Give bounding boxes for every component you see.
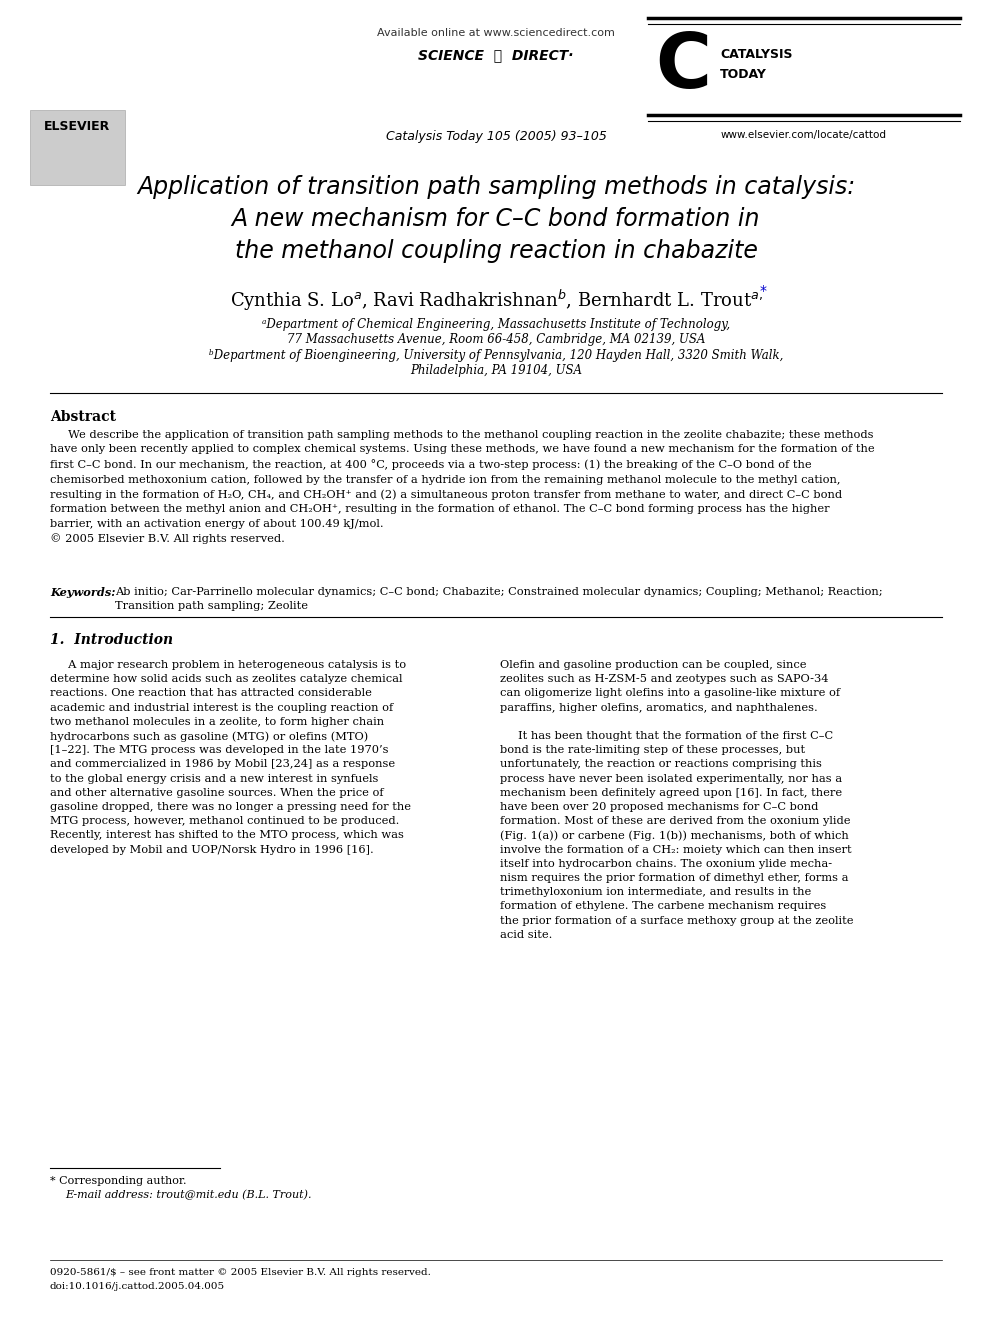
Text: 77 Massachusetts Avenue, Room 66-458, Cambridge, MA 02139, USA: 77 Massachusetts Avenue, Room 66-458, Ca…: [287, 333, 705, 347]
Text: doi:10.1016/j.cattod.2005.04.005: doi:10.1016/j.cattod.2005.04.005: [50, 1282, 225, 1291]
Text: Catalysis Today 105 (2005) 93–105: Catalysis Today 105 (2005) 93–105: [386, 130, 606, 143]
Text: Olefin and gasoline production can be coupled, since: Olefin and gasoline production can be co…: [500, 660, 806, 669]
Text: We describe the application of transition path sampling methods to the methanol : We describe the application of transitio…: [50, 430, 875, 544]
Text: Ab initio; Car-Parrinello molecular dynamics; C–C bond; Chabazite; Constrained m: Ab initio; Car-Parrinello molecular dyna…: [115, 587, 883, 611]
Text: A new mechanism for C–C bond formation in: A new mechanism for C–C bond formation i…: [232, 206, 760, 232]
Text: TODAY: TODAY: [720, 67, 767, 81]
Text: gasoline dropped, there was no longer a pressing need for the: gasoline dropped, there was no longer a …: [50, 802, 411, 812]
Text: the methanol coupling reaction in chabazite: the methanol coupling reaction in chabaz…: [234, 239, 758, 263]
Text: Cynthia S. Lo$^{a}$, Ravi Radhakrishnan$^{b}$, Bernhardt L. Trout$^{a,}$: Cynthia S. Lo$^{a}$, Ravi Radhakrishnan$…: [229, 288, 763, 314]
Text: trimethyloxonium ion intermediate, and results in the: trimethyloxonium ion intermediate, and r…: [500, 888, 811, 897]
Text: developed by Mobil and UOP/Norsk Hydro in 1996 [16].: developed by Mobil and UOP/Norsk Hydro i…: [50, 844, 374, 855]
Bar: [30, 110, 125, 185]
Text: ᵃDepartment of Chemical Engineering, Massachusetts Institute of Technology,: ᵃDepartment of Chemical Engineering, Mas…: [262, 318, 730, 331]
Text: A major research problem in heterogeneous catalysis is to: A major research problem in heterogeneou…: [50, 660, 406, 669]
Text: Abstract: Abstract: [50, 410, 116, 423]
Text: involve the formation of a CH₂: moiety which can then insert: involve the formation of a CH₂: moiety w…: [500, 844, 851, 855]
Text: E-mail address: trout@mit.edu (B.L. Trout).: E-mail address: trout@mit.edu (B.L. Trou…: [65, 1189, 311, 1200]
Text: reactions. One reaction that has attracted considerable: reactions. One reaction that has attract…: [50, 688, 372, 699]
Text: process have never been isolated experimentally, nor has a: process have never been isolated experim…: [500, 774, 842, 783]
Text: mechanism been definitely agreed upon [16]. In fact, there: mechanism been definitely agreed upon [1…: [500, 787, 842, 798]
Text: two methanol molecules in a zeolite, to form higher chain: two methanol molecules in a zeolite, to …: [50, 717, 384, 726]
Text: and other alternative gasoline sources. When the price of: and other alternative gasoline sources. …: [50, 787, 384, 798]
Text: Application of transition path sampling methods in catalysis:: Application of transition path sampling …: [137, 175, 855, 198]
Text: formation of ethylene. The carbene mechanism requires: formation of ethylene. The carbene mecha…: [500, 901, 826, 912]
Text: 1.  Introduction: 1. Introduction: [50, 632, 174, 647]
Text: www.elsevier.com/locate/cattod: www.elsevier.com/locate/cattod: [721, 130, 887, 140]
Text: hydrocarbons such as gasoline (MTG) or olefins (MTO): hydrocarbons such as gasoline (MTG) or o…: [50, 732, 368, 742]
Text: acid site.: acid site.: [500, 930, 553, 939]
Text: C: C: [655, 30, 711, 105]
Text: CATALYSIS: CATALYSIS: [720, 48, 793, 61]
Text: * Corresponding author.: * Corresponding author.: [50, 1176, 186, 1185]
Text: (Fig. 1(a)) or carbene (Fig. 1(b)) mechanisms, both of which: (Fig. 1(a)) or carbene (Fig. 1(b)) mecha…: [500, 831, 849, 841]
Text: ELSEVIER: ELSEVIER: [44, 120, 110, 134]
Text: Available online at www.sciencedirect.com: Available online at www.sciencedirect.co…: [377, 28, 615, 38]
Text: paraffins, higher olefins, aromatics, and naphthalenes.: paraffins, higher olefins, aromatics, an…: [500, 703, 817, 713]
Text: determine how solid acids such as zeolites catalyze chemical: determine how solid acids such as zeolit…: [50, 675, 403, 684]
Text: *: *: [760, 284, 767, 298]
Text: can oligomerize light olefins into a gasoline-like mixture of: can oligomerize light olefins into a gas…: [500, 688, 840, 699]
Text: Philadelphia, PA 19104, USA: Philadelphia, PA 19104, USA: [410, 364, 582, 377]
Text: MTG process, however, methanol continued to be produced.: MTG process, however, methanol continued…: [50, 816, 400, 826]
Text: zeolites such as H-ZSM-5 and zeotypes such as SAPO-34: zeolites such as H-ZSM-5 and zeotypes su…: [500, 675, 828, 684]
Text: to the global energy crisis and a new interest in synfuels: to the global energy crisis and a new in…: [50, 774, 378, 783]
Text: unfortunately, the reaction or reactions comprising this: unfortunately, the reaction or reactions…: [500, 759, 822, 770]
Text: nism requires the prior formation of dimethyl ether, forms a: nism requires the prior formation of dim…: [500, 873, 848, 882]
Text: bond is the rate-limiting step of these processes, but: bond is the rate-limiting step of these …: [500, 745, 806, 755]
Text: 0920-5861/$ – see front matter © 2005 Elsevier B.V. All rights reserved.: 0920-5861/$ – see front matter © 2005 El…: [50, 1267, 431, 1277]
Text: Keywords:: Keywords:: [50, 587, 119, 598]
Text: Recently, interest has shifted to the MTO process, which was: Recently, interest has shifted to the MT…: [50, 831, 404, 840]
Text: ᵇDepartment of Bioengineering, University of Pennsylvania, 120 Hayden Hall, 3320: ᵇDepartment of Bioengineering, Universit…: [208, 349, 784, 363]
Text: the prior formation of a surface methoxy group at the zeolite: the prior formation of a surface methoxy…: [500, 916, 853, 926]
Text: SCIENCE  ⓓ  DIRECT·: SCIENCE ⓓ DIRECT·: [419, 48, 573, 62]
Text: [1–22]. The MTG process was developed in the late 1970’s: [1–22]. The MTG process was developed in…: [50, 745, 389, 755]
Text: It has been thought that the formation of the first C–C: It has been thought that the formation o…: [500, 732, 833, 741]
Text: itself into hydrocarbon chains. The oxonium ylide mecha-: itself into hydrocarbon chains. The oxon…: [500, 859, 832, 869]
Text: have been over 20 proposed mechanisms for C–C bond: have been over 20 proposed mechanisms fo…: [500, 802, 818, 812]
Text: formation. Most of these are derived from the oxonium ylide: formation. Most of these are derived fro…: [500, 816, 850, 826]
Text: academic and industrial interest is the coupling reaction of: academic and industrial interest is the …: [50, 703, 393, 713]
Text: and commercialized in 1986 by Mobil [23,24] as a response: and commercialized in 1986 by Mobil [23,…: [50, 759, 395, 770]
